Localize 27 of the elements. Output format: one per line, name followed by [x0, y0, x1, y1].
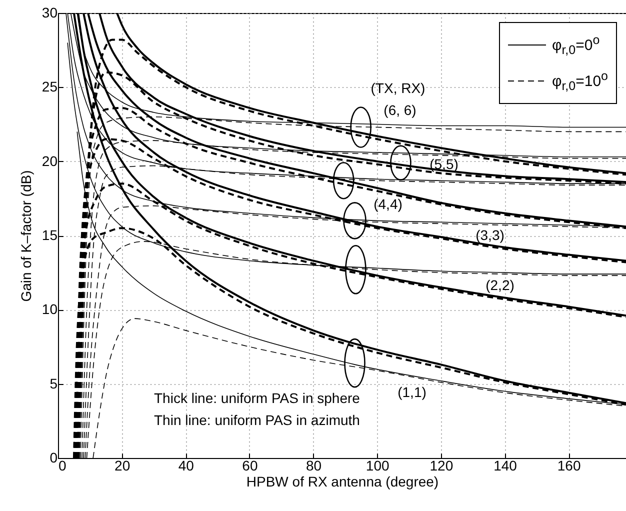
y-tick-label: 5 — [50, 375, 58, 392]
legend-label: φ$_{r,0}$=10$^{o}$ — [552, 69, 608, 93]
y-tick-label: 10 — [42, 301, 58, 318]
annotation: (6, 6) — [384, 102, 416, 118]
x-tick-label: 80 — [306, 458, 322, 474]
annotation: (3,3) — [476, 227, 504, 243]
x-tick-label: 120 — [430, 458, 454, 474]
annotation: (TX, RX) — [370, 80, 426, 96]
x-tick-label: 160 — [557, 458, 581, 474]
annotation: (4,4) — [374, 196, 402, 212]
x-tick-label: 140 — [494, 458, 518, 474]
y-axis-title: Gain of K–factor (dB) — [18, 170, 34, 302]
y-tick-label: 30 — [42, 4, 58, 20]
legend-label: φ$_{r,0}$=0$^{o}$ — [552, 33, 600, 57]
x-tick-label: 60 — [242, 458, 258, 474]
annotation: (5,5) — [430, 156, 458, 172]
annotation: (1,1) — [398, 384, 426, 400]
annotation: Thin line: uniform PAS in azimuth — [154, 412, 360, 428]
y-tick-label: 20 — [42, 152, 58, 169]
x-axis-title: HPBW of RX antenna (degree) — [246, 474, 439, 490]
x-tick-label: 20 — [114, 458, 130, 474]
y-tick-label: 25 — [42, 78, 58, 95]
x-tick-label: 100 — [366, 458, 390, 474]
annotation: (2,2) — [486, 277, 514, 293]
annotation: Thick line: uniform PAS in sphere — [154, 390, 360, 406]
x-tick-label: 40 — [178, 458, 194, 474]
y-tick-label: 15 — [42, 227, 58, 243]
